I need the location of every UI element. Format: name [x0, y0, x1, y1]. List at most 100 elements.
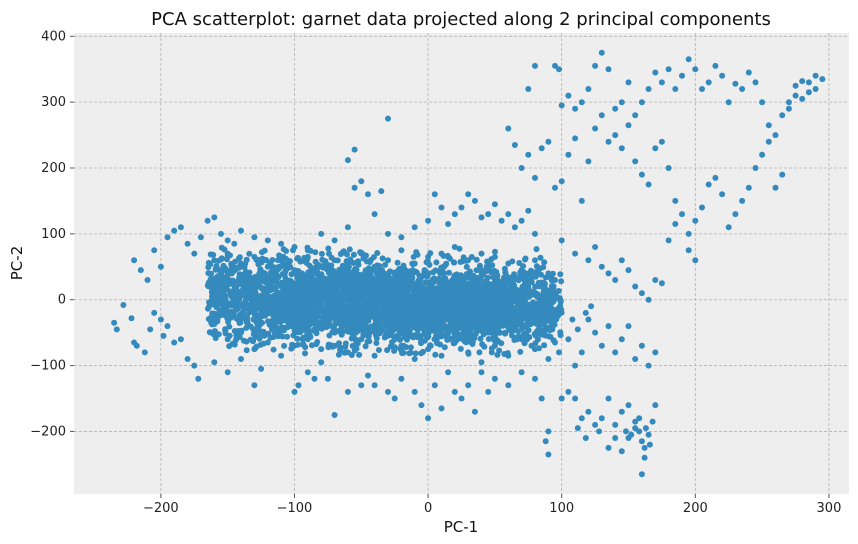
data-point: [532, 375, 538, 382]
data-point: [250, 326, 257, 333]
data-point: [353, 280, 360, 287]
x-tick-label: 100: [549, 501, 574, 516]
data-point: [233, 332, 240, 339]
data-point: [739, 86, 746, 92]
data-point: [391, 284, 398, 291]
data-point: [411, 224, 418, 231]
x-axis-ticks: −200 −100 0 100 200 300: [143, 494, 841, 516]
data-point: [323, 301, 330, 307]
data-point: [451, 211, 458, 218]
data-point: [312, 258, 319, 265]
data-point: [483, 263, 490, 270]
data-point: [578, 197, 585, 204]
data-point: [425, 346, 432, 353]
data-point: [531, 308, 537, 315]
data-point: [427, 325, 434, 332]
data-point: [413, 249, 420, 256]
data-point: [605, 323, 612, 330]
data-point: [294, 335, 301, 342]
data-point: [596, 428, 603, 435]
data-point: [465, 349, 472, 356]
data-point: [144, 277, 151, 283]
data-point: [442, 275, 449, 282]
data-point: [251, 382, 258, 389]
data-point: [557, 271, 564, 278]
data-point: [365, 314, 372, 320]
data-point: [322, 258, 329, 265]
data-point: [215, 273, 221, 280]
data-point: [236, 254, 243, 261]
data-point: [544, 318, 550, 324]
data-point: [438, 352, 445, 359]
data-point: [385, 332, 391, 339]
data-point: [339, 319, 345, 326]
data-point: [304, 247, 311, 254]
data-point: [438, 405, 445, 412]
data-point: [433, 333, 440, 339]
data-point: [490, 335, 497, 341]
data-point: [785, 99, 792, 106]
data-point: [471, 335, 478, 342]
data-point: [440, 269, 447, 276]
data-point: [365, 372, 371, 379]
data-point: [385, 230, 391, 237]
data-point: [234, 299, 241, 305]
data-point: [578, 349, 585, 356]
data-point: [692, 66, 699, 73]
data-point: [632, 283, 639, 290]
data-point: [430, 269, 437, 276]
data-point: [478, 214, 485, 221]
data-point: [545, 138, 552, 145]
data-point: [232, 337, 239, 344]
data-point: [385, 302, 392, 309]
data-point: [458, 395, 465, 402]
data-point: [244, 272, 251, 279]
data-point: [229, 302, 236, 309]
data-point: [278, 257, 285, 264]
data-point: [465, 191, 472, 198]
data-point: [538, 319, 545, 326]
y-tick-label: 200: [41, 161, 66, 176]
data-point: [331, 329, 338, 336]
data-point: [638, 471, 645, 478]
data-point: [407, 299, 414, 306]
data-point: [211, 283, 218, 290]
data-point: [382, 278, 389, 284]
data-point: [444, 306, 451, 312]
data-point: [195, 375, 202, 382]
data-point: [137, 267, 144, 274]
data-point: [177, 336, 184, 343]
data-point: [437, 321, 444, 328]
data-point: [151, 247, 158, 254]
data-point: [113, 326, 120, 333]
data-point: [332, 275, 339, 282]
data-point: [540, 296, 547, 302]
data-point: [473, 256, 480, 263]
data-point: [218, 256, 225, 263]
data-point: [506, 308, 513, 315]
data-point: [433, 259, 440, 266]
data-point: [360, 291, 367, 298]
data-point: [532, 346, 538, 353]
data-point: [263, 257, 270, 264]
data-point: [308, 269, 315, 276]
data-point: [414, 321, 421, 328]
data-point: [373, 340, 380, 346]
data-point: [446, 287, 453, 294]
data-point: [120, 302, 127, 308]
data-point: [331, 323, 337, 330]
y-tick-label: 0: [58, 293, 66, 308]
data-point: [222, 326, 229, 333]
data-point: [612, 105, 619, 112]
data-point: [164, 234, 171, 241]
data-point: [532, 230, 538, 237]
data-point: [665, 66, 672, 73]
data-point: [471, 197, 478, 204]
data-point: [450, 316, 457, 323]
data-point: [413, 291, 420, 298]
y-tick-label: −100: [30, 359, 66, 374]
data-point: [400, 272, 406, 279]
data-point: [290, 301, 297, 308]
data-point: [471, 313, 478, 319]
